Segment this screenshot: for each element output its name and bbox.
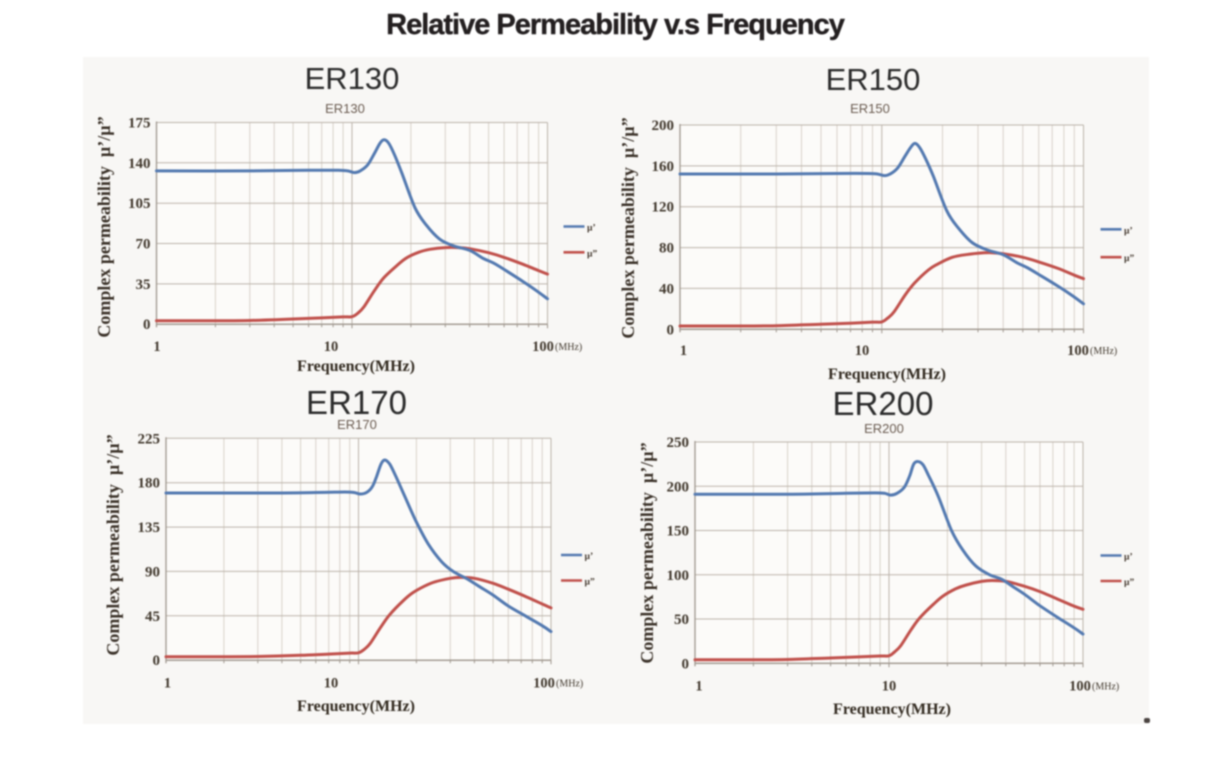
- svg-text:40: 40: [659, 281, 674, 297]
- svg-text:140: 140: [128, 156, 151, 172]
- svg-text:ER150: ER150: [850, 101, 890, 116]
- svg-text:70: 70: [136, 237, 151, 253]
- svg-text:ER130: ER130: [325, 101, 365, 116]
- svg-text:0: 0: [143, 317, 151, 333]
- svg-text:ER170: ER170: [306, 384, 407, 421]
- svg-text:100: 100: [532, 339, 554, 355]
- svg-text:10: 10: [855, 343, 870, 359]
- svg-text:0: 0: [682, 656, 690, 672]
- svg-text:Frequency(MHz): Frequency(MHz): [833, 701, 951, 718]
- svg-text:µ’: µ’: [1124, 226, 1133, 236]
- svg-text:90: 90: [145, 564, 160, 580]
- svg-text:1: 1: [153, 339, 160, 355]
- svg-text:Complex permeability µ’/µ”: Complex permeability µ’/µ”: [637, 442, 657, 663]
- svg-text:ER170: ER170: [337, 417, 377, 432]
- svg-text:105: 105: [128, 196, 151, 212]
- svg-text:80: 80: [659, 241, 674, 257]
- svg-text:µ”: µ”: [1124, 254, 1134, 264]
- svg-text:0: 0: [153, 653, 161, 669]
- svg-text:45: 45: [145, 609, 160, 625]
- svg-text:(MHz): (MHz): [1092, 682, 1119, 693]
- svg-text:150: 150: [667, 524, 690, 540]
- svg-text:250: 250: [667, 435, 690, 451]
- svg-text:50: 50: [674, 612, 689, 628]
- svg-text:Complex permeability µ’/µ”: Complex permeability µ’/µ”: [94, 116, 114, 337]
- svg-text:ER200: ER200: [833, 385, 934, 422]
- svg-text:100: 100: [1069, 679, 1091, 695]
- svg-text:225: 225: [138, 431, 161, 447]
- svg-text:µ’: µ’: [587, 224, 596, 234]
- svg-text:200: 200: [652, 118, 675, 134]
- svg-text:1: 1: [680, 343, 687, 359]
- svg-text:ER200: ER200: [864, 421, 904, 436]
- svg-text:0: 0: [667, 322, 675, 338]
- svg-text:10: 10: [882, 679, 897, 695]
- svg-text:ER150: ER150: [826, 62, 921, 97]
- svg-text:35: 35: [136, 277, 151, 293]
- svg-text:(MHz): (MHz): [556, 679, 583, 690]
- svg-text:135: 135: [138, 520, 161, 536]
- svg-text:ER130: ER130: [305, 61, 400, 96]
- svg-text:100: 100: [1067, 343, 1089, 359]
- svg-text:Complex permeability µ’/µ”: Complex permeability µ’/µ”: [103, 434, 123, 655]
- svg-text:120: 120: [652, 200, 675, 216]
- svg-text:1: 1: [164, 676, 171, 692]
- svg-text:10: 10: [324, 676, 339, 692]
- svg-text:100: 100: [667, 568, 690, 584]
- svg-text:180: 180: [138, 476, 161, 492]
- svg-text:Relative Permeability v.s Freq: Relative Permeability v.s Frequency: [386, 9, 845, 41]
- svg-text:1: 1: [695, 679, 702, 695]
- svg-text:Frequency(MHz): Frequency(MHz): [297, 698, 415, 715]
- svg-text:175: 175: [128, 116, 151, 132]
- svg-text:µ’: µ’: [1124, 553, 1133, 563]
- svg-text:µ’: µ’: [585, 552, 594, 562]
- svg-text:200: 200: [667, 479, 690, 495]
- svg-text:Frequency(MHz): Frequency(MHz): [297, 358, 415, 375]
- svg-text:µ”: µ”: [587, 249, 597, 259]
- svg-text:µ”: µ”: [1124, 578, 1134, 588]
- svg-text:Complex permeability µ’/µ”: Complex permeability µ’/µ”: [618, 117, 638, 338]
- svg-text:100: 100: [533, 676, 555, 692]
- svg-text:160: 160: [652, 159, 675, 175]
- svg-text:(MHz): (MHz): [1090, 346, 1117, 357]
- svg-text:(MHz): (MHz): [555, 342, 582, 353]
- svg-text:Frequency(MHz): Frequency(MHz): [828, 366, 946, 383]
- svg-text:µ”: µ”: [585, 578, 595, 588]
- svg-text:10: 10: [324, 339, 339, 355]
